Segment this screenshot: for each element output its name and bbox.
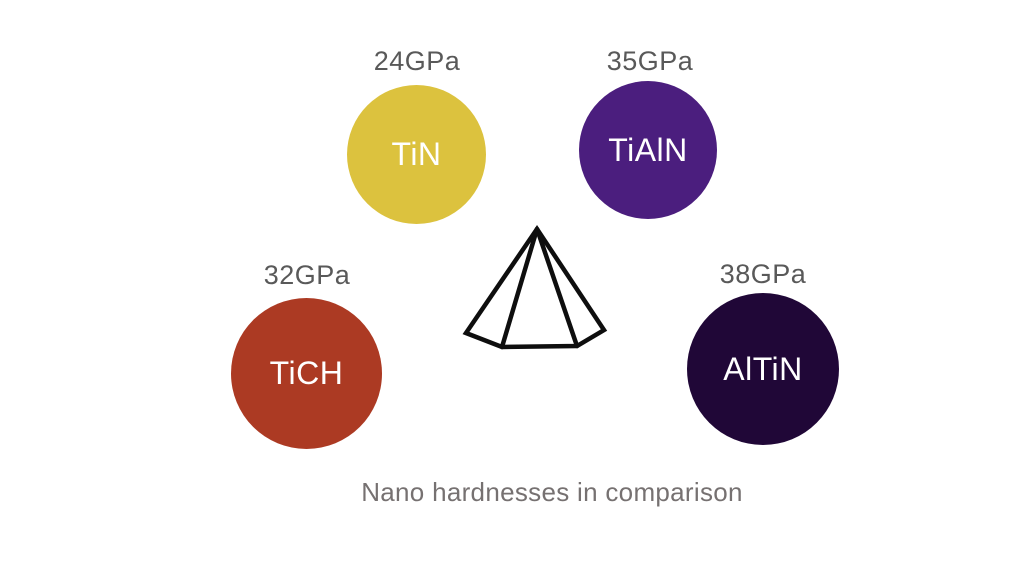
hardness-label-tialn: 35GPa — [606, 46, 694, 76]
hardness-label-tin: 24GPa — [373, 46, 461, 76]
material-circle-altin: AlTiN — [687, 293, 839, 445]
material-name-tin: TiN — [391, 136, 442, 172]
hardness-label-tich: 32GPa — [263, 260, 351, 290]
material-name-tialn: TiAlN — [608, 131, 688, 168]
hardness-label-altin: 38GPa — [719, 259, 807, 289]
caption: Nano hardnesses in comparison — [361, 477, 743, 507]
pyramid-indenter-icon — [462, 224, 608, 350]
pyramid-indenter-lines — [462, 224, 608, 350]
material-circle-tich: TiCH — [231, 298, 382, 449]
material-name-altin: AlTiN — [723, 350, 803, 387]
material-circle-tin: TiN — [347, 85, 486, 224]
material-name-tich: TiCH — [269, 355, 344, 391]
material-circle-tialn: TiAlN — [579, 81, 717, 219]
